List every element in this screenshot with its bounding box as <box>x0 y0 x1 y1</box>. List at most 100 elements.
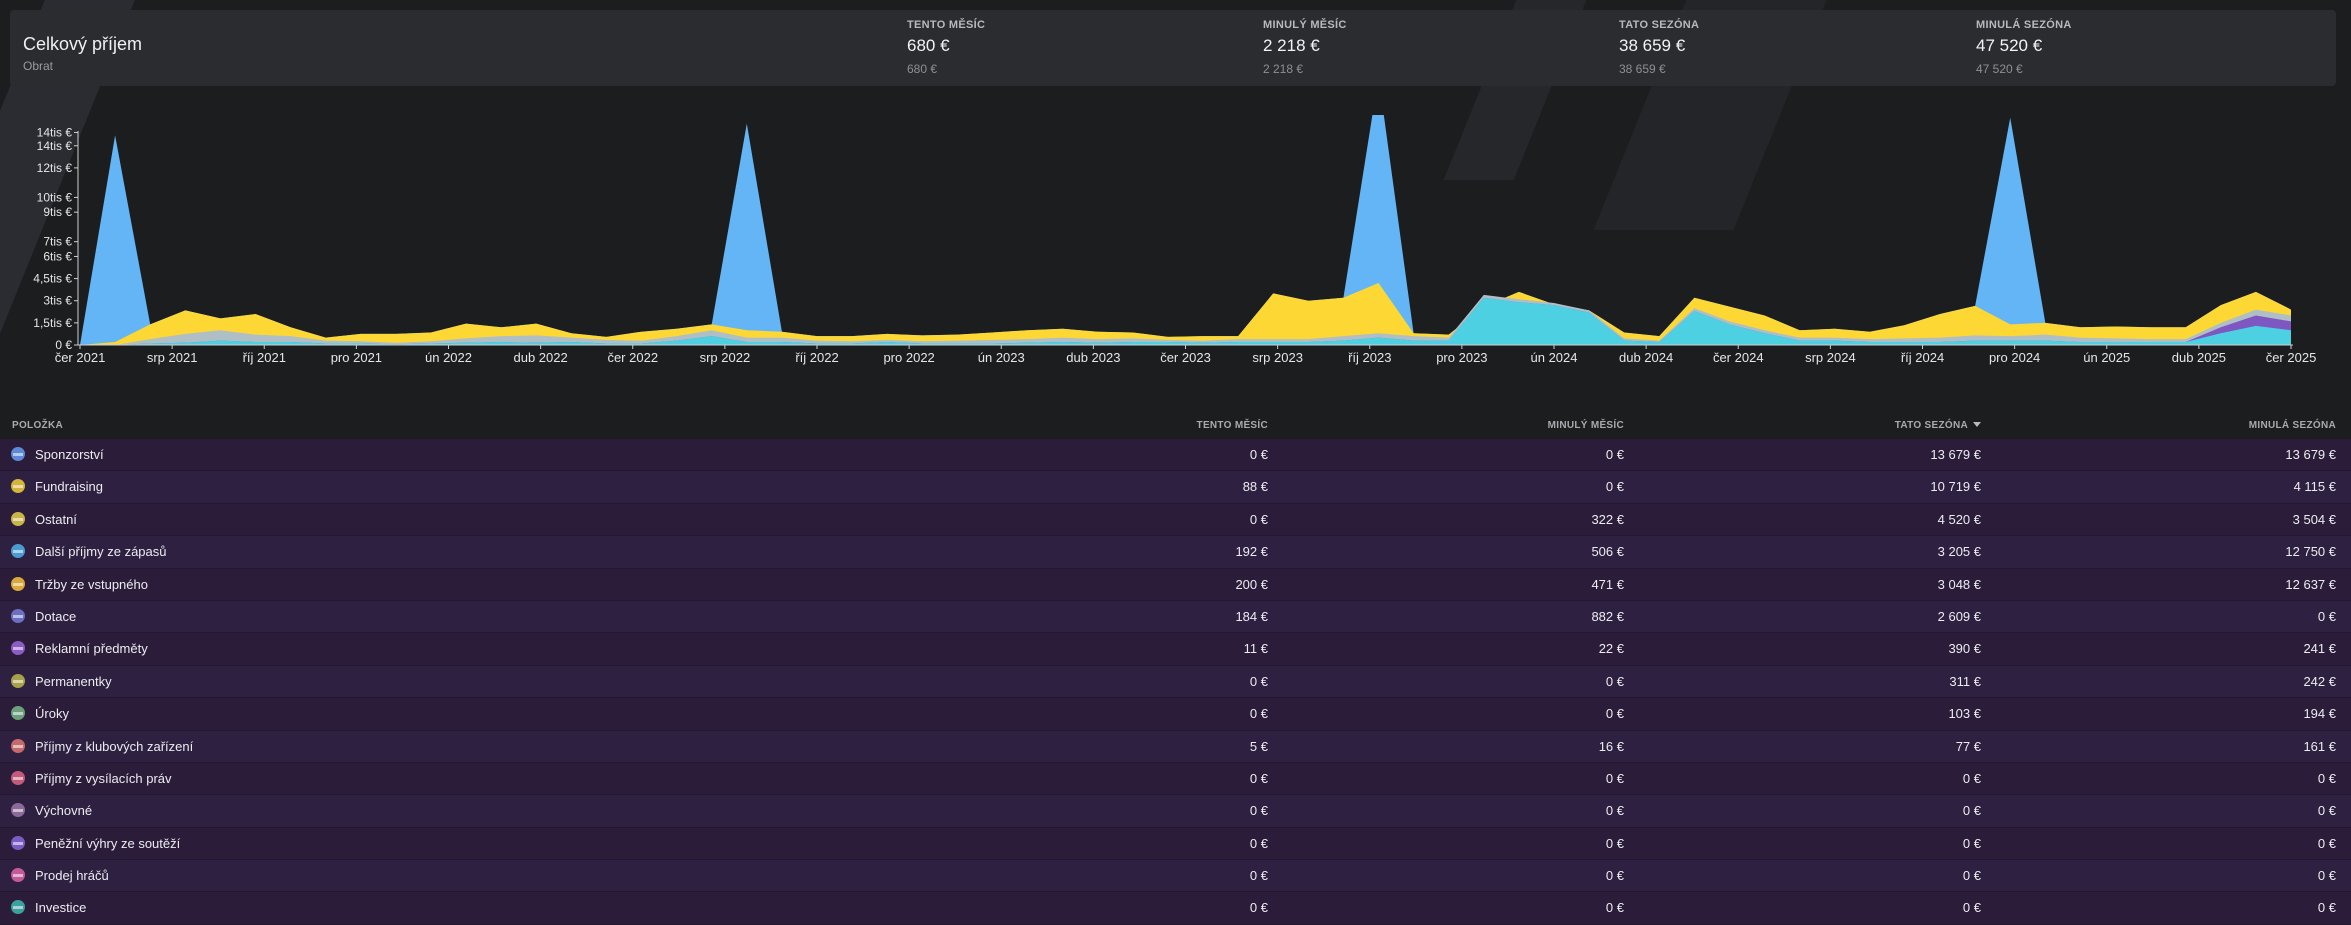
table-row[interactable]: Prodej hráčů 0 € 0 € 0 € 0 € <box>0 860 2351 893</box>
x-tick-label: ún 2025 <box>2083 350 2130 365</box>
row-item-name: Výchovné <box>35 803 93 819</box>
cell-this-month: 0 € <box>1249 835 1268 851</box>
y-tick-label: 12tis € <box>37 161 73 175</box>
y-axis: 0 € 1,5tis € 3tis € 4,5tis € 6tis €7tis € 9ti… <box>33 125 79 352</box>
cell-last-month: 882 € <box>1591 608 1624 624</box>
table-row[interactable]: Fundraising 88 € 0 € 10 719 € 4 115 € <box>0 471 2351 504</box>
y-tick-label: 4,5tis € <box>33 272 72 286</box>
stat-label: TATO SEZÓNA <box>1619 19 1700 31</box>
table-row[interactable]: Peněžní výhry ze soutěží 0 € 0 € 0 € 0 € <box>0 827 2351 861</box>
cell-last-month: 0 € <box>1605 803 1624 819</box>
column-header-last-season[interactable]: MINULÁ SEZÓNA <box>2248 420 2336 431</box>
cell-this-season: 4 520 € <box>1937 511 1981 527</box>
column-header-item[interactable]: POLOŽKA <box>12 420 63 431</box>
row-item-name: Prodej hráčů <box>35 868 109 884</box>
stat-value: 38 659 € <box>1619 36 1686 55</box>
area-series <box>80 297 2291 345</box>
x-tick-label: čer 2023 <box>1160 350 1211 365</box>
table-row[interactable]: Další příjmy ze zápasů 192 € 506 € 3 205 € 1… <box>0 536 2351 569</box>
table-row[interactable]: Výchovné 0 € 0 € 0 € 0 € <box>0 795 2351 828</box>
y-tick-label: 0 € <box>55 338 72 352</box>
cell-this-month: 192 € <box>1235 544 1268 560</box>
table-row[interactable]: Reklamní předměty 11 € 22 € 390 € 241 € <box>0 633 2351 666</box>
cell-this-season: 390 € <box>1948 641 1981 657</box>
x-tick-label: dub 2025 <box>2172 350 2226 365</box>
cell-this-month: 5 € <box>1249 738 1268 754</box>
table-row[interactable]: Ostatní 0 € 322 € 4 520 € 3 504 € <box>0 503 2351 537</box>
table-row[interactable]: Úroky 0 € 0 € 103 € 194 € <box>0 698 2351 731</box>
x-tick-label: srp 2022 <box>700 350 751 365</box>
table-row[interactable]: Sponzorství 0 € 0 € 13 679 € 13 679 € <box>0 439 2351 472</box>
cell-last-month: 471 € <box>1591 576 1624 592</box>
cell-last-season: 4 115 € <box>2293 479 2336 495</box>
stat-last-season: MINULÁ SEZÓNA 47 520 € 47 520 € <box>1976 19 2072 76</box>
row-item-name: Investice <box>35 900 87 916</box>
table-header: POLOŽKA TENTO MĚSÍC MINULÝ MĚSÍC TATO SE… <box>0 413 2351 439</box>
table-row[interactable]: Investice 0 € 0 € 0 € 0 € <box>0 892 2351 925</box>
row-item-name: Sponzorství <box>35 447 104 462</box>
column-header-this-month[interactable]: TENTO MĚSÍC <box>1196 420 1268 431</box>
cell-this-season: 3 205 € <box>1937 544 1981 560</box>
page-title: Celkový příjem <box>23 34 143 54</box>
stat-last-month: MINULÝ MĚSÍC 2 218 € 2 218 € <box>1263 19 1347 76</box>
season-ticket-icon <box>11 673 25 688</box>
cell-this-month: 0 € <box>1249 706 1268 722</box>
stat-this-month: TENTO MĚSÍC 680 € 680 € <box>907 19 985 76</box>
table-row[interactable]: Dotace 184 € 882 € 2 609 € 0 € <box>0 600 2351 634</box>
y-tick-label: 9tis € <box>43 205 72 219</box>
cell-this-month: 11 € <box>1243 641 1268 657</box>
cell-last-season: 0 € <box>2317 770 2336 786</box>
cell-last-month: 0 € <box>1605 900 1624 916</box>
cell-this-month: 0 € <box>1249 447 1268 462</box>
cell-this-season: 10 719 € <box>1930 479 1981 495</box>
match-income-icon <box>11 544 25 559</box>
cell-this-season: 0 € <box>1962 803 1981 819</box>
cell-last-season: 0 € <box>2317 835 2336 851</box>
x-tick-label: dub 2022 <box>514 350 568 365</box>
row-item-name: Dotace <box>35 608 77 624</box>
subsidy-icon <box>11 608 25 623</box>
cell-last-season: 0 € <box>2317 608 2336 624</box>
cell-last-season: 0 € <box>2317 803 2336 819</box>
cell-last-month: 0 € <box>1605 479 1624 495</box>
cell-last-season: 161 € <box>2303 738 2336 754</box>
table-row[interactable]: Příjmy z klubových zařízení 5 € 16 € 77 € 16… <box>0 730 2351 763</box>
x-tick-label: čer 2022 <box>607 350 658 365</box>
x-tick-label: pro 2024 <box>1989 350 2040 365</box>
x-tick-label: dub 2024 <box>1619 350 1673 365</box>
y-tick-label: 14tis € <box>37 125 73 139</box>
cell-last-month: 506 € <box>1591 544 1624 560</box>
x-tick-label: pro 2022 <box>883 350 934 365</box>
column-header-this-season[interactable]: TATO SEZÓNA <box>1895 420 1981 431</box>
cell-last-month: 0 € <box>1605 447 1624 462</box>
cell-this-season: 2 609 € <box>1937 608 1981 624</box>
row-item-name: Další příjmy ze zápasů <box>35 544 167 560</box>
stat-value: 680 € <box>907 36 950 55</box>
cell-last-month: 0 € <box>1605 673 1624 689</box>
ticket-icon <box>11 576 25 591</box>
stat-value: 47 520 € <box>1976 36 2043 55</box>
table-row[interactable]: Tržby ze vstupného 200 € 471 € 3 048 € 12 63… <box>0 568 2351 601</box>
other-income-icon <box>11 511 25 526</box>
cell-last-season: 0 € <box>2317 900 2336 916</box>
cell-last-season: 12 637 € <box>2285 576 2336 592</box>
stat-subvalue: 47 520 € <box>1976 62 2023 76</box>
cell-this-month: 184 € <box>1235 608 1268 624</box>
cell-this-season: 103 € <box>1948 706 1981 722</box>
y-tick-label: 3tis € <box>43 294 72 308</box>
cell-last-month: 0 € <box>1605 835 1624 851</box>
table-row[interactable]: Příjmy z vysílacích práv 0 € 0 € 0 € 0 € <box>0 762 2351 796</box>
cell-this-month: 0 € <box>1249 511 1268 527</box>
row-item-name: Reklamní předměty <box>35 641 148 657</box>
cell-this-month: 0 € <box>1249 673 1268 689</box>
table-body: Sponzorství 0 € 0 € 13 679 € 13 679 € Fundrai… <box>0 439 2351 925</box>
x-axis: čer 2021 srp 2021 říj 2021 pro 2021 ún 2022 d… <box>55 344 2316 365</box>
cell-last-month: 322 € <box>1591 511 1624 527</box>
income-area-chart[interactable]: 0 € 1,5tis € 3tis € 4,5tis € 6tis €7tis € 9ti… <box>0 115 2351 375</box>
column-header-last-month[interactable]: MINULÝ MĚSÍC <box>1547 420 1624 431</box>
table-row[interactable]: Permanentky 0 € 0 € 311 € 242 € <box>0 665 2351 699</box>
y-tick-label: 14tis € <box>37 139 73 153</box>
x-tick-label: ún 2023 <box>978 350 1025 365</box>
x-tick-label: říj 2023 <box>1348 350 1391 365</box>
cell-this-month: 0 € <box>1249 868 1268 884</box>
